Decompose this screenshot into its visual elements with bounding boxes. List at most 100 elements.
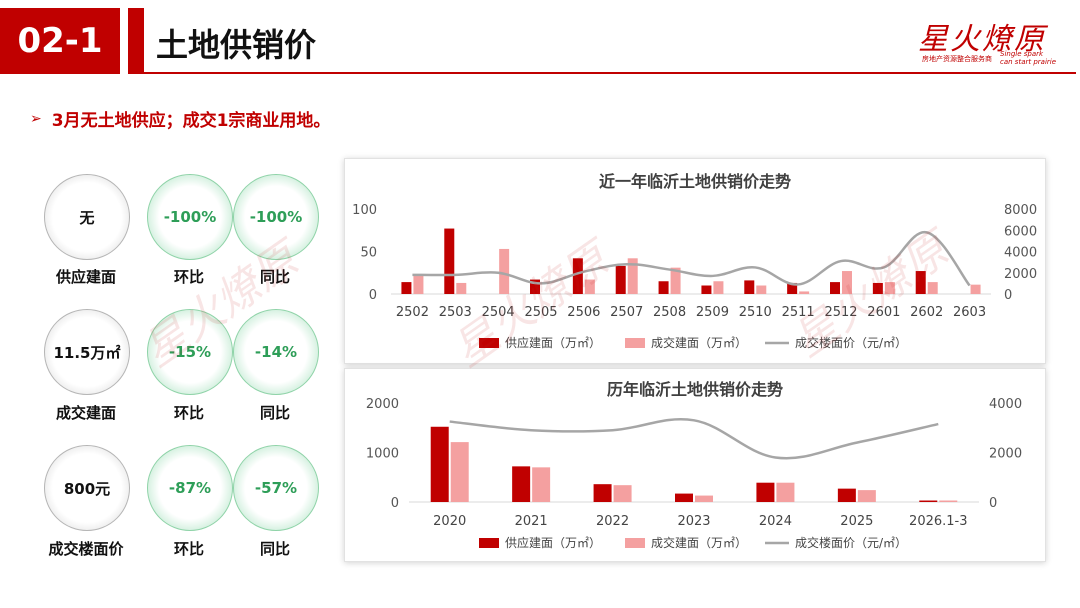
- chart-yearly-ytick-right: 2000: [989, 447, 1022, 462]
- chart-monthly-xtick: 2601: [867, 305, 900, 320]
- chart-monthly-bar-supply: [401, 282, 412, 294]
- kpi-price-value: 800元: [44, 445, 130, 531]
- chart-yearly-ytick-right: 4000: [989, 397, 1022, 412]
- chart-yearly-bar-supply: [837, 488, 856, 502]
- kpi-price-label: 成交楼面价: [48, 540, 124, 558]
- chart-yearly-xtick: 2021: [515, 514, 548, 529]
- chart-monthly-ytick-right: 2000: [1004, 267, 1037, 282]
- kpi-deal-area-mom: -15%: [147, 309, 233, 395]
- logo-wordmark: 星火燎原: [918, 22, 1046, 57]
- chart-yearly-legend-supply: 供应建面（万㎡）: [505, 535, 601, 550]
- brand-logo: 星火燎原 房地产资源整合服务商 Single spark can start p…: [918, 14, 1058, 72]
- chart-monthly-ytick-right: 6000: [1004, 224, 1037, 239]
- chart-monthly-legend-supply: 供应建面（万㎡）: [505, 335, 601, 350]
- chart-monthly-xtick: 2504: [482, 305, 515, 320]
- chart-yearly-ytick-left: 2000: [366, 397, 399, 412]
- chart-monthly-legend-swatch-supply: [479, 338, 499, 348]
- chart-yearly-legend-deal: 成交建面（万㎡）: [651, 535, 747, 550]
- chart-monthly-panel: 近一年临沂土地供销价走势 0 50 100 0 2000 4000 6000 8000 2502 2…: [344, 158, 1046, 364]
- chart-monthly-ytick-left: 50: [360, 246, 377, 261]
- chart-monthly: 近一年临沂土地供销价走势 0 50 100 0 2000 4000 6000 8000 2502 2…: [352, 172, 1037, 350]
- chart-monthly-bar-deal: [627, 258, 638, 294]
- kpi-supply-yoy-label: 同比: [259, 268, 290, 286]
- kpi-price-mom: -87%: [147, 445, 233, 531]
- summary-text: 3月无土地供应；成交1宗商业用地。: [51, 111, 331, 131]
- chart-monthly-bar-supply: [444, 228, 455, 294]
- chart-monthly-xtick: 2502: [396, 305, 429, 320]
- chart-yearly-panel: 历年临沂土地供销价走势 0 1000 2000 0 2000 4000 2020 2021 202…: [344, 368, 1046, 562]
- kpi-supply-label: 供应建面: [55, 268, 116, 286]
- chart-monthly-line-price: [412, 231, 971, 287]
- chart-monthly-bar-deal: [584, 279, 595, 294]
- chart-monthly-ytick-left: 0: [369, 288, 377, 303]
- chart-monthly-bar-deal: [799, 291, 810, 294]
- chart-yearly-legend-price: 成交楼面价（元/㎡）: [795, 535, 907, 550]
- chart-yearly-bar-supply: [919, 500, 938, 502]
- kpi-supply-yoy: -100%: [233, 174, 319, 260]
- chart-yearly-xtick: 2024: [759, 514, 792, 529]
- chart-yearly-bar-deal: [939, 500, 958, 502]
- logo-tagline-en-2: can start prairie: [1000, 58, 1057, 66]
- chart-monthly-xtick: 2508: [653, 305, 686, 320]
- kpi-deal-area-value: 11.5万㎡: [44, 309, 130, 395]
- chart-yearly-ytick-left: 1000: [366, 447, 399, 462]
- chart-monthly-legend-price: 成交楼面价（元/㎡）: [795, 335, 907, 350]
- chart-yearly-title: 历年临沂土地供销价走势: [607, 380, 783, 399]
- chart-monthly-ytick-right: 8000: [1004, 203, 1037, 218]
- bullet-arrow-icon: ➢: [30, 110, 42, 127]
- chart-monthly-xtick: 2505: [524, 305, 557, 320]
- kpi-deal-area-yoy: -14%: [233, 309, 319, 395]
- chart-monthly-ytick-right: 4000: [1004, 246, 1037, 261]
- kpi-supply-mom-label: 环比: [173, 268, 204, 286]
- chart-yearly: 历年临沂土地供销价走势 0 1000 2000 0 2000 4000 2020 2021 202…: [366, 380, 1022, 550]
- kpi-price-yoy: -57%: [233, 445, 319, 531]
- chart-monthly-bar-deal: [842, 271, 852, 294]
- chart-yearly-xtick: 2025: [840, 514, 873, 529]
- chart-monthly-bar-deal: [456, 282, 467, 294]
- chart-yearly-ytick-left: 0: [391, 496, 399, 511]
- header-accent-bar: [128, 8, 144, 74]
- chart-monthly-title: 近一年临沂土地供销价走势: [599, 172, 791, 191]
- chart-monthly-ytick-left: 100: [352, 203, 377, 218]
- chart-monthly-ytick-right: 0: [1004, 288, 1012, 303]
- kpi-price-yoy-label: 同比: [259, 540, 290, 558]
- chart-monthly-bar-supply: [701, 285, 712, 294]
- chart-monthly-bar-deal: [970, 284, 981, 294]
- page-title: 土地供销价: [156, 26, 317, 64]
- chart-monthly-xtick: 2510: [739, 305, 772, 320]
- chart-yearly-bar-deal: [695, 495, 713, 502]
- kpi-deal-area-mom-label: 环比: [173, 404, 204, 422]
- chart-monthly-bar-supply: [572, 258, 583, 294]
- chart-yearly-bar-supply: [593, 484, 612, 502]
- chart-yearly-bar-deal: [776, 482, 795, 502]
- chart-yearly-bar-supply: [675, 493, 693, 502]
- chart-monthly-bar-supply: [830, 282, 840, 294]
- kpi-supply-value: 无: [44, 174, 130, 260]
- chart-monthly-bar-supply: [530, 279, 540, 294]
- logo-tagline-en: Single spark can start prairie: [1000, 50, 1056, 66]
- summary-line: ➢ 3月无土地供应；成交1宗商业用地。: [30, 106, 331, 132]
- chart-yearly-ytick-right: 0: [989, 496, 997, 511]
- chart-monthly-xtick: 2506: [567, 305, 600, 320]
- chart-monthly-bar-deal: [713, 281, 724, 294]
- header-divider: [144, 72, 1076, 74]
- chart-yearly-bar-supply: [430, 426, 449, 502]
- kpi-supply-mom: -100%: [147, 174, 233, 260]
- chart-yearly-line-price: [449, 418, 939, 460]
- chart-yearly-xtick: 2023: [677, 514, 710, 529]
- chart-yearly-legend-swatch-deal: [625, 538, 645, 548]
- chart-yearly-bar-deal: [450, 442, 469, 502]
- chart-monthly-xtick: 2511: [782, 305, 815, 320]
- chart-monthly-bar-deal: [413, 275, 424, 294]
- chart-monthly-bar-supply: [872, 282, 883, 294]
- kpi-deal-area-label: 成交建面: [55, 404, 116, 422]
- logo-tagline-en-1: Single spark: [1000, 50, 1044, 58]
- section-number: 02-1: [0, 8, 120, 74]
- chart-monthly-bar-supply: [658, 281, 669, 294]
- chart-monthly-bar-deal: [499, 248, 510, 294]
- chart-yearly-bar-supply: [512, 466, 531, 502]
- chart-monthly-xtick: 2603: [953, 305, 986, 320]
- chart-yearly-xtick: 2020: [433, 514, 466, 529]
- chart-yearly-bar-deal: [857, 490, 876, 502]
- chart-monthly-bar-supply: [615, 265, 626, 294]
